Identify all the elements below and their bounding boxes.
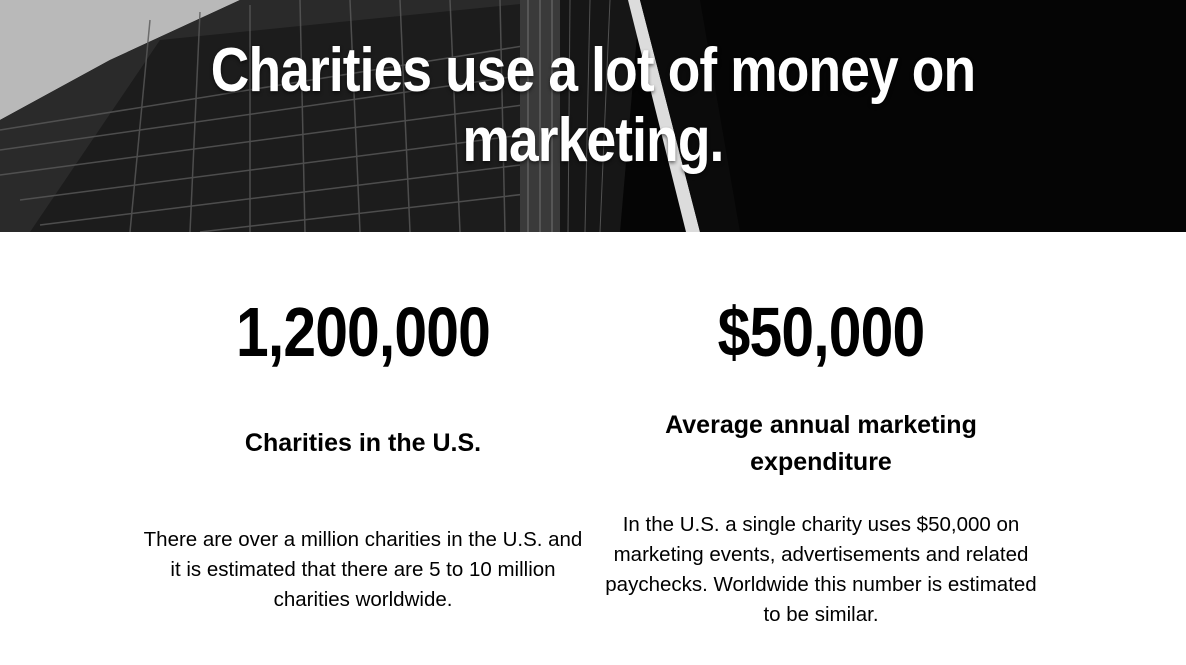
stat-label: Charities in the U.S. [244,429,482,457]
stat-value: 1,200,000 [235,293,491,371]
hero-title: Charities use a lot of money on marketin… [83,36,1103,176]
stat-value: $50,000 [717,293,926,371]
stat-description: There are over a million charities in th… [143,528,583,611]
hero-title-line-2: marketing. [462,106,724,175]
hero-banner: Charities use a lot of money on marketin… [0,0,1186,232]
hero-building-image [0,0,1186,232]
stat-description: In the U.S. a single charity uses $50,00… [605,513,1037,626]
hero-title-line-1: Charities use a lot of money on [210,36,976,105]
stat-label: Average annual marketing expenditure [665,411,977,476]
